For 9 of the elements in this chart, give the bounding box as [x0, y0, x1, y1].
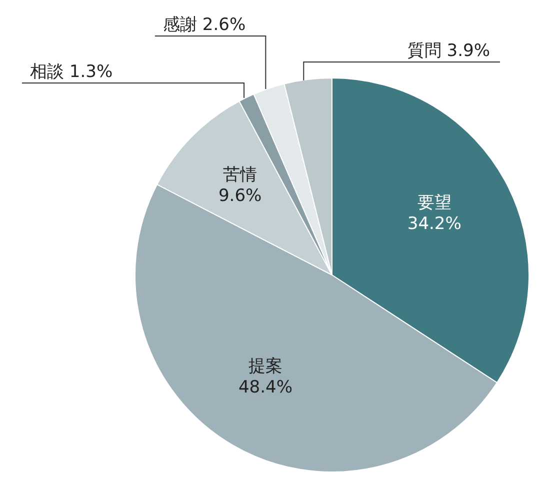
slice-label: 提案: [248, 356, 282, 377]
data-label: 34.2%: [407, 214, 462, 234]
slice-label: 要望: [417, 192, 452, 213]
slice-label: 苦情: [223, 165, 258, 186]
slice-label: 質問 3.9%: [407, 41, 490, 61]
data-label: 9.6%: [218, 186, 262, 206]
slice-label: 感謝 2.6%: [163, 15, 246, 35]
slice-label: 相談 1.3%: [30, 62, 113, 82]
data-label: 48.4%: [238, 378, 292, 398]
